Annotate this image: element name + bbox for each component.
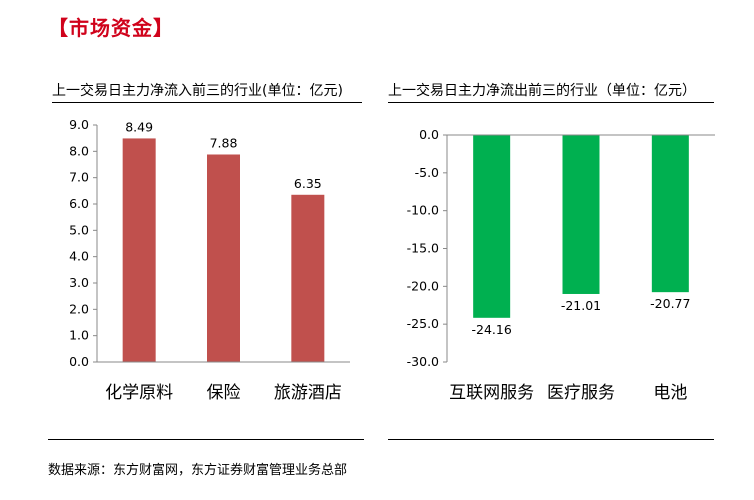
outflow-chart: 0.0 -5.0 -10.0 -15.0 -20.0 -25.0 -30.0 -24.16 互联… — [407, 127, 715, 403]
outflow-y-tick-label: -5.0 — [415, 165, 439, 180]
outflow-title-rule — [388, 102, 714, 103]
inflow-value-label: 8.49 — [125, 119, 153, 134]
outflow-value-label: -21.01 — [561, 298, 601, 313]
outflow-bar — [473, 135, 511, 318]
outflow-y-tick-label: 0.0 — [419, 127, 439, 142]
outflow-chart-title: 上一交易日主力净流出前三的行业（单位：亿元） — [388, 83, 696, 99]
outflow-y-tick-label: -20.0 — [407, 278, 439, 293]
inflow-y-tick-label: 7.0 — [69, 170, 89, 185]
inflow-y-tick-label: 1.0 — [69, 328, 89, 343]
section-title: 【市场资金】 — [48, 16, 174, 40]
outflow-value-label: -24.16 — [472, 322, 512, 337]
outflow-category-label: 医疗服务 — [547, 383, 615, 403]
data-source-note: 数据来源：东方财富网，东方证券财富管理业务总部 — [48, 463, 348, 478]
inflow-category-label: 保险 — [207, 383, 241, 403]
inflow-y-tick-label: 4.0 — [69, 249, 89, 264]
outflow-category-label: 电池 — [653, 383, 687, 403]
outflow-y-tick-label: -15.0 — [407, 241, 439, 256]
outflow-bar — [651, 135, 689, 293]
inflow-category-label: 化学原料 — [105, 383, 173, 403]
inflow-y-tick-label: 9.0 — [69, 117, 89, 132]
outflow-category-label: 互联网服务 — [449, 383, 534, 403]
inflow-title-rule — [52, 102, 362, 103]
inflow-bar — [291, 194, 325, 362]
outflow-y-tick-label: -25.0 — [407, 316, 439, 331]
inflow-value-label: 7.88 — [210, 135, 238, 150]
inflow-category-label: 旅游酒店 — [274, 383, 342, 403]
inflow-bar — [207, 154, 240, 362]
inflow-y-tick-label: 8.0 — [69, 143, 89, 158]
inflow-chart-title: 上一交易日主力净流入前三的行业(单位：亿元) — [52, 83, 343, 99]
inflow-bar — [122, 138, 156, 362]
inflow-chart: 0.0 1.0 2.0 3.0 4.0 5.0 6.0 7.0 8.0 9.0 8.49 化学原料 7.… — [69, 117, 350, 403]
inflow-bottom-rule — [48, 439, 364, 440]
inflow-y-tick-label: 5.0 — [69, 222, 89, 237]
inflow-y-tick-label: 2.0 — [69, 301, 89, 316]
inflow-y-tick-label: 6.0 — [69, 196, 89, 211]
outflow-value-label: -20.77 — [650, 296, 690, 311]
outflow-bottom-rule — [388, 439, 714, 440]
inflow-value-label: 6.35 — [294, 176, 322, 191]
inflow-y-tick-label: 3.0 — [69, 275, 89, 290]
outflow-y-tick-label: -30.0 — [407, 354, 439, 369]
inflow-y-tick-label: 0.0 — [69, 354, 89, 369]
outflow-y-tick-label: -10.0 — [407, 203, 439, 218]
outflow-bar — [562, 135, 600, 294]
